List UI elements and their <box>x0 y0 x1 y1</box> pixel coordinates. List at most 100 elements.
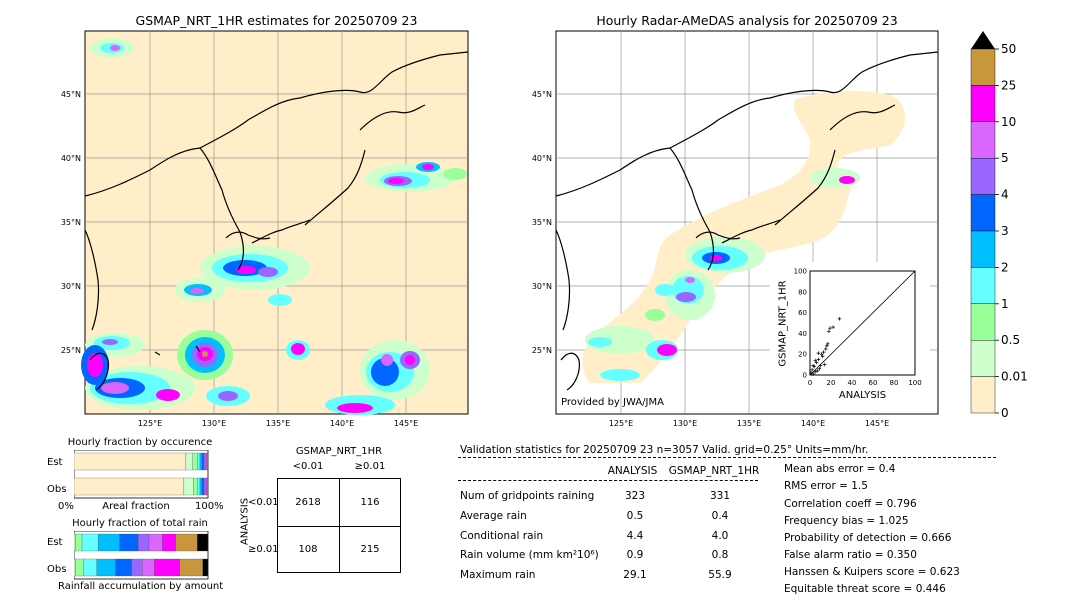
right-map-lon-label: 135°E <box>737 419 761 428</box>
stacked-bar-segment <box>97 533 120 552</box>
total-rain-footer: Rainfall accumulation by amount <box>58 581 224 592</box>
colorbar-label: 5 <box>1001 151 1009 165</box>
right-map-lon-label: 145°E <box>865 419 889 428</box>
contingency-row1: <0.01 <box>248 497 279 508</box>
occurrence-title: Hourly fraction by occurence <box>67 437 213 448</box>
occurrence-bars <box>74 452 209 496</box>
validation-divider <box>458 457 996 458</box>
stacked-bar-segment <box>115 558 132 577</box>
scatter-point <box>816 351 821 355</box>
contingency-cell-1-2: 116 <box>360 497 380 508</box>
stacked-bar-segment <box>83 558 97 577</box>
colorbar-band <box>970 267 996 304</box>
validation-row-gsmap: 0.4 <box>711 510 729 522</box>
colorbar-bands <box>970 48 996 414</box>
colorbar-label: 2 <box>1001 260 1009 274</box>
stacked-bar-segment <box>75 533 83 552</box>
colorbar-label: 1 <box>1001 297 1009 311</box>
left-map-lat-label: 35°N <box>61 218 81 227</box>
score-line: Mean abs error = 0.4 <box>784 463 896 475</box>
validation-header: Validation statistics for 20250709 23 n=… <box>460 444 869 456</box>
scatter-point <box>837 317 842 321</box>
colorbar-label: 4 <box>1001 188 1009 202</box>
scatter-inset: 00 20 20 40 40 60 60 80 80 100 100 <box>794 268 922 388</box>
score-line: False alarm ratio = 0.350 <box>784 549 917 561</box>
colorbar-label: 3 <box>1001 224 1009 238</box>
stacked-bar-segment <box>119 533 139 552</box>
colorbar: 50 25 10 5 4 3 2 1 0.5 0.01 0 <box>970 31 1028 420</box>
right-map: 125°E 130°E 135°E 140°E 145°E 45°N 40°N 35°N 30°… <box>532 30 939 428</box>
stacked-bar-segment <box>203 477 206 496</box>
contingency-grid <box>277 478 401 573</box>
scatter-point <box>825 344 829 348</box>
scatter-xlabel: ANALYSIS <box>838 390 887 401</box>
scatter-y-tick: 40 <box>798 330 807 338</box>
left-map-lat-label: 45°N <box>61 90 81 99</box>
right-map-lat-label: 45°N <box>532 90 552 99</box>
colorbar-label: 25 <box>1001 78 1016 92</box>
score-line: Probability of detection = 0.666 <box>784 532 952 544</box>
stacked-bar-segment <box>162 533 176 552</box>
left-map-lon-label: 130°E <box>202 419 226 428</box>
colorbar-band <box>970 121 996 159</box>
scatter-point <box>828 326 832 330</box>
occurrence-axis-right: 100% <box>195 501 224 512</box>
left-map-lat-label: 25°N <box>61 346 81 355</box>
stacked-bar-segment <box>197 533 209 552</box>
validation-row-label: Conditional rain <box>460 530 544 542</box>
validation-col-analysis: ANALYSIS <box>607 465 658 477</box>
stacked-bar-segment <box>148 533 163 552</box>
colorbar-band <box>970 194 996 232</box>
colorbar-band <box>970 48 996 86</box>
left-map-coastline <box>84 51 469 391</box>
scatter-point <box>814 360 819 365</box>
right-map-lat-label: 35°N <box>532 218 552 227</box>
validation-row-analysis: 4.4 <box>626 530 644 542</box>
stacked-bar-segment <box>185 452 193 471</box>
contingency-row2: ≥0.01 <box>248 544 279 555</box>
validation-row-gsmap: 0.8 <box>711 549 729 561</box>
validation-row-gsmap: 4.0 <box>711 530 729 542</box>
occurrence-obs-label: Obs <box>47 484 67 495</box>
scatter-x-tick: 60 <box>869 379 878 387</box>
left-map: 125°E 130°E 135°E 140°E 145°E 45°N 40°N 35°N 30°… <box>61 30 469 428</box>
right-map-lat-label: 25°N <box>532 346 552 355</box>
left-map-ticks: 125°E 130°E 135°E 140°E 145°E 45°N 40°N 35°N 30°… <box>61 90 418 428</box>
occurrence-axis-mid: Areal fraction <box>102 501 170 512</box>
scatter-x-tick: 40 <box>848 379 857 387</box>
scatter-point <box>810 368 814 372</box>
validation-row-analysis: 0.9 <box>626 549 644 561</box>
colorbar-label: 0 <box>1001 406 1009 420</box>
scatter-y-tick: 20 <box>798 351 807 359</box>
scatter-point <box>813 370 818 374</box>
scatter-point <box>819 352 824 356</box>
left-map-lon-label: 135°E <box>266 419 290 428</box>
validation-col-gsmap: GSMAP_NRT_1HR <box>668 465 760 477</box>
colorbar-band <box>970 340 996 377</box>
scatter-point <box>816 357 821 362</box>
total-rain-title: Hourly fraction of total rain <box>72 518 208 529</box>
scatter-point <box>809 371 813 375</box>
stacked-bar-segment <box>202 558 209 577</box>
stacked-bar-segment <box>203 452 206 471</box>
scatter-point <box>821 350 826 354</box>
scatter-y-tick: 0 <box>803 372 807 380</box>
scatter-y-tick: 80 <box>798 288 807 296</box>
right-map-title: Hourly Radar-AMeDAS analysis for 2025070… <box>596 13 898 28</box>
stacked-bar-segment <box>175 533 198 552</box>
stacked-bar-segment <box>142 558 155 577</box>
stacked-bar-segment <box>183 477 194 496</box>
total-rain-obs-label: Obs <box>47 564 67 575</box>
scatter-point <box>831 325 835 329</box>
scatter-point <box>813 358 818 363</box>
stacked-bar-segment <box>205 477 207 496</box>
contingency-cell-2-2: 215 <box>360 544 380 555</box>
scatter-x-tick: 0 <box>808 379 812 387</box>
occurrence-est-label: Est <box>47 457 63 468</box>
right-map-lon-label: 140°E <box>801 419 825 428</box>
right-map-lat-label: 40°N <box>532 154 552 163</box>
scatter-x-tick: 20 <box>827 379 836 387</box>
validation-row-analysis: 29.1 <box>623 569 647 581</box>
colorbar-label: 0.5 <box>1001 333 1020 347</box>
total-rain-chart <box>74 531 209 580</box>
